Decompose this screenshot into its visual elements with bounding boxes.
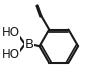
Text: HO: HO: [2, 48, 20, 61]
Text: B: B: [24, 38, 34, 51]
Text: HO: HO: [2, 26, 20, 39]
